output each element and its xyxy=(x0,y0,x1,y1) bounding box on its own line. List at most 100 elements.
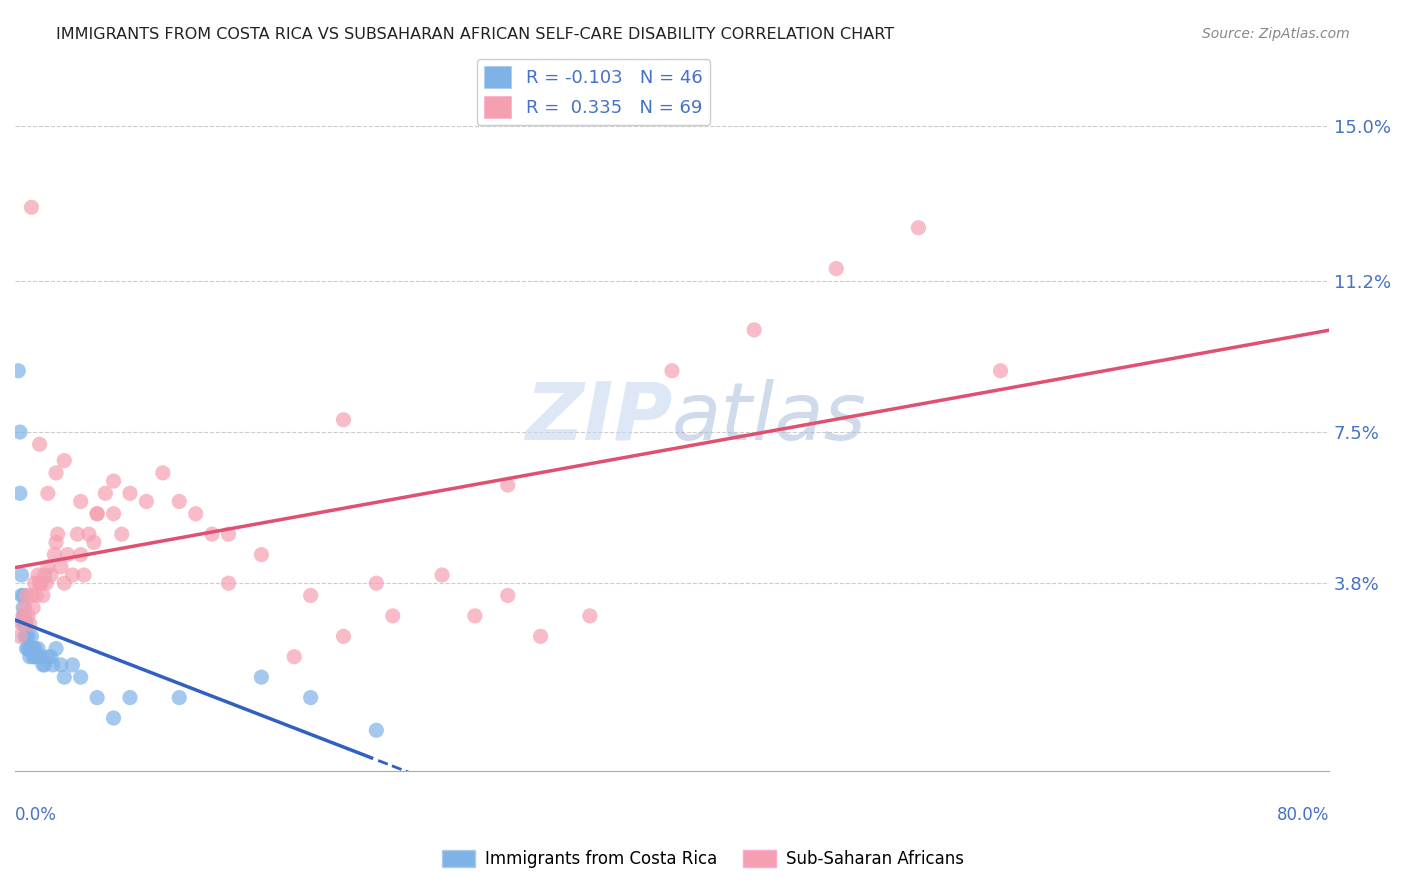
Point xyxy=(24,641,46,656)
Point xyxy=(118,690,141,705)
Point xyxy=(86,690,108,705)
Point xyxy=(103,711,125,725)
Point xyxy=(118,486,141,500)
Point xyxy=(73,568,96,582)
Point xyxy=(22,649,45,664)
Point xyxy=(20,589,42,603)
Point xyxy=(34,657,56,672)
Point xyxy=(103,474,125,488)
Point xyxy=(167,690,190,705)
Point xyxy=(37,649,59,664)
Point xyxy=(366,576,388,591)
Point xyxy=(579,608,602,623)
Point xyxy=(14,600,37,615)
Text: atlas: atlas xyxy=(672,379,866,457)
Point xyxy=(184,507,207,521)
Point xyxy=(8,425,31,439)
Point xyxy=(18,617,41,632)
Point xyxy=(201,527,224,541)
Point xyxy=(42,657,65,672)
Point xyxy=(250,670,273,684)
Point xyxy=(825,261,848,276)
Point xyxy=(25,649,48,664)
Point xyxy=(27,641,49,656)
Point xyxy=(218,576,240,591)
Point xyxy=(332,629,354,643)
Point xyxy=(49,657,72,672)
Point xyxy=(49,559,72,574)
Point xyxy=(25,589,48,603)
Point xyxy=(218,527,240,541)
Point xyxy=(53,670,76,684)
Point xyxy=(20,641,42,656)
Point xyxy=(381,608,404,623)
Point xyxy=(15,629,38,643)
Point xyxy=(22,600,45,615)
Point xyxy=(152,466,174,480)
Point xyxy=(15,641,38,656)
Point xyxy=(27,568,49,582)
Point xyxy=(44,548,66,562)
Point xyxy=(13,608,35,623)
Point xyxy=(62,568,84,582)
Point xyxy=(30,649,52,664)
Point xyxy=(15,589,38,603)
Text: 80.0%: 80.0% xyxy=(1277,806,1329,824)
Point xyxy=(13,608,35,623)
Point xyxy=(10,568,32,582)
Point xyxy=(907,220,929,235)
Point xyxy=(46,527,69,541)
Legend: R = -0.103   N = 46, R =  0.335   N = 69: R = -0.103 N = 46, R = 0.335 N = 69 xyxy=(477,59,710,125)
Point xyxy=(299,690,322,705)
Point xyxy=(24,649,46,664)
Point xyxy=(66,527,89,541)
Point xyxy=(62,657,84,672)
Point xyxy=(77,527,100,541)
Point xyxy=(34,568,56,582)
Point xyxy=(496,589,519,603)
Point xyxy=(22,641,45,656)
Point xyxy=(69,548,91,562)
Point xyxy=(464,608,486,623)
Point xyxy=(17,629,39,643)
Point xyxy=(17,608,39,623)
Point xyxy=(299,589,322,603)
Point xyxy=(661,364,683,378)
Point xyxy=(32,589,55,603)
Point xyxy=(990,364,1012,378)
Point xyxy=(28,576,51,591)
Point xyxy=(14,617,37,632)
Legend: Immigrants from Costa Rica, Sub-Saharan Africans: Immigrants from Costa Rica, Sub-Saharan … xyxy=(436,843,970,875)
Point xyxy=(86,507,108,521)
Point xyxy=(13,600,35,615)
Point xyxy=(53,453,76,467)
Point xyxy=(167,494,190,508)
Text: 0.0%: 0.0% xyxy=(15,806,56,824)
Point xyxy=(17,641,39,656)
Point xyxy=(10,589,32,603)
Point xyxy=(53,576,76,591)
Point xyxy=(18,649,41,664)
Point xyxy=(37,559,59,574)
Point xyxy=(15,617,38,632)
Point xyxy=(37,486,59,500)
Point xyxy=(56,548,79,562)
Point xyxy=(24,576,46,591)
Point xyxy=(18,641,41,656)
Point xyxy=(742,323,765,337)
Point xyxy=(94,486,117,500)
Point xyxy=(135,494,157,508)
Point xyxy=(28,437,51,451)
Point xyxy=(103,507,125,521)
Point xyxy=(32,657,55,672)
Point xyxy=(39,568,62,582)
Point xyxy=(28,649,51,664)
Point xyxy=(529,629,551,643)
Point xyxy=(83,535,105,549)
Point xyxy=(496,478,519,492)
Point xyxy=(366,723,388,738)
Text: Source: ZipAtlas.com: Source: ZipAtlas.com xyxy=(1202,27,1350,41)
Point xyxy=(430,568,453,582)
Point xyxy=(283,649,305,664)
Point xyxy=(39,649,62,664)
